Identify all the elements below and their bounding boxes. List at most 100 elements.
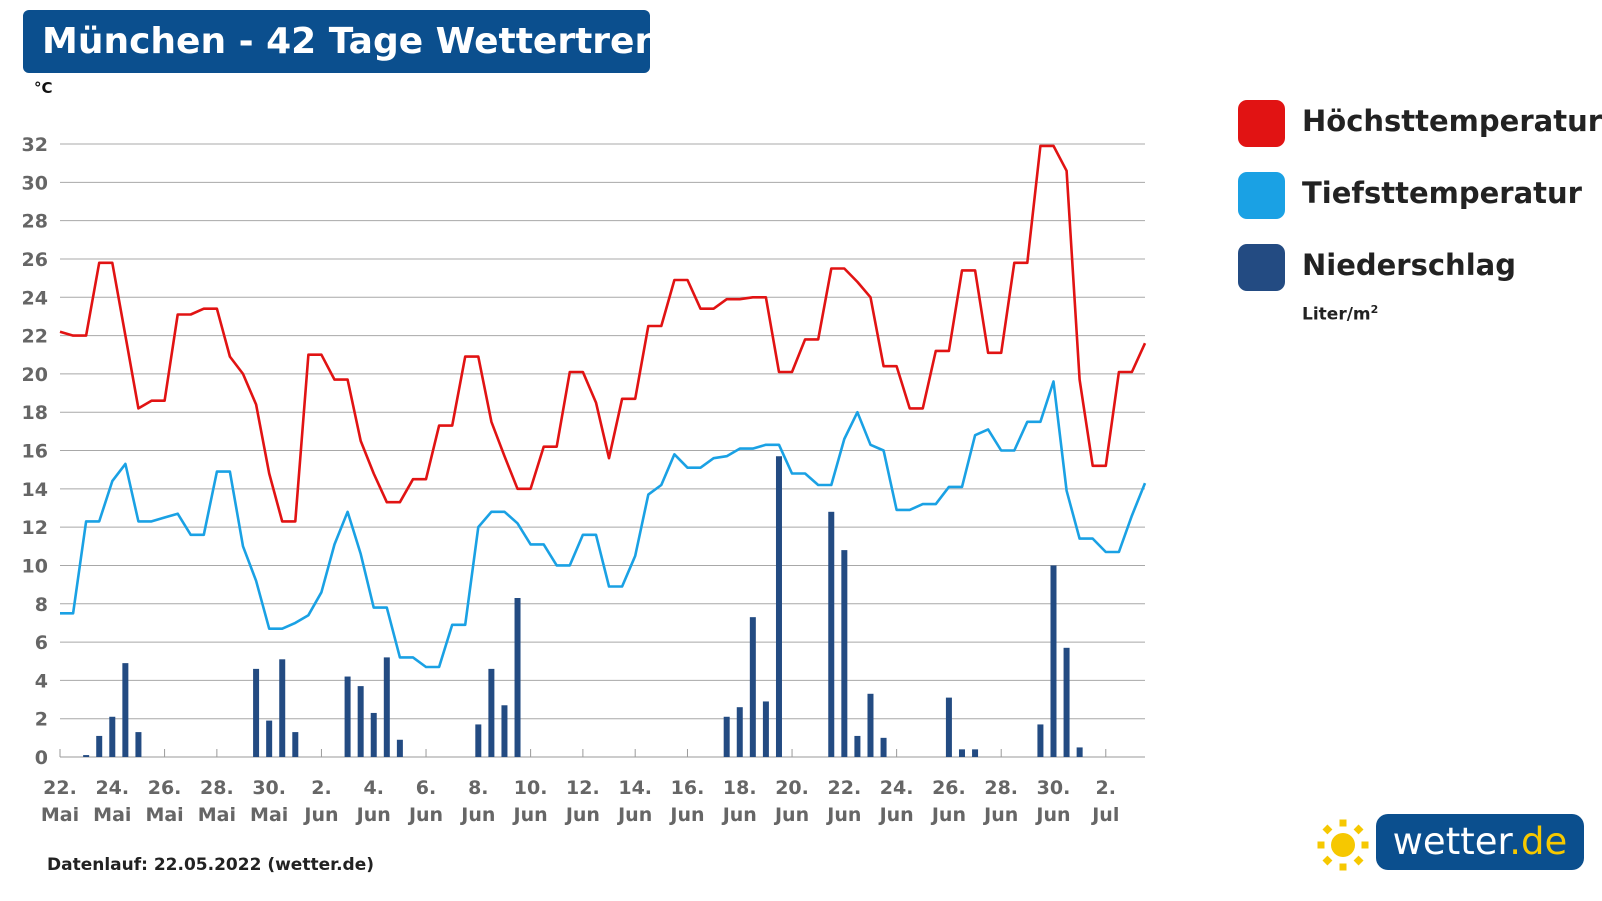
x-tick-day: 24.: [880, 777, 914, 799]
x-tick-day: 20.: [775, 777, 809, 799]
x-tick-day: 18.: [723, 777, 757, 799]
x-tick-day: 22.: [43, 777, 77, 799]
y-axis-unit-label: °C: [34, 79, 53, 97]
x-tick-month: Mai: [250, 804, 288, 826]
x-tick-month: Jun: [825, 804, 861, 826]
precipitation-bar: [1063, 647, 1070, 757]
x-tick-day: 2.: [311, 777, 331, 799]
precipitation-bar: [279, 659, 286, 757]
sun-ray: [1361, 841, 1369, 849]
precipitation-bar: [475, 724, 482, 757]
wetter-de-logo: wetter.de: [1312, 812, 1588, 878]
x-tick-day: 24.: [95, 777, 129, 799]
precipitation-bar: [854, 735, 861, 757]
x-tick-day: 22.: [828, 777, 862, 799]
data-run-footer: Datenlauf: 22.05.2022 (wetter.de): [47, 855, 374, 875]
legend: Höchsttemperatur Tiefsttemperatur Nieder…: [1238, 100, 1602, 316]
precipitation-bar: [775, 456, 782, 757]
y-tick-label: 22: [22, 326, 48, 348]
sun-ray: [1339, 863, 1347, 871]
y-tick-label: 26: [22, 249, 48, 271]
x-tick-day: 30.: [1037, 777, 1071, 799]
precipitation-bar: [122, 663, 129, 757]
x-tick-month: Jun: [930, 804, 966, 826]
x-tick-month: Mai: [145, 804, 183, 826]
y-tick-label: 28: [22, 211, 48, 233]
precipitation-bar: [762, 701, 769, 757]
sun-icon: [1317, 819, 1369, 871]
x-tick-month: Jun: [564, 804, 600, 826]
sun-ray: [1353, 824, 1364, 835]
precipitation-bar: [880, 737, 887, 757]
precipitation-bar: [83, 755, 90, 757]
logo-badge: wetter.de: [1376, 814, 1584, 870]
legend-label-min: Tiefsttemperatur: [1302, 176, 1582, 210]
precipitation-bar: [357, 686, 364, 757]
x-tick-day: 10.: [514, 777, 548, 799]
sun-ray: [1353, 855, 1364, 866]
y-tick-label: 12: [22, 517, 48, 539]
x-tick-month: Jun: [878, 804, 914, 826]
y-tick-label: 32: [22, 134, 48, 156]
x-tick-day: 30.: [252, 777, 286, 799]
legend-label-precip: Niederschlag: [1302, 248, 1516, 282]
legend-swatch-min: [1238, 172, 1285, 219]
precipitation-bar: [958, 749, 965, 757]
x-tick-month: Jun: [512, 804, 548, 826]
precipitation-bar: [488, 668, 495, 757]
x-tick-day: 2.: [1096, 777, 1116, 799]
y-tick-label: 18: [22, 402, 48, 424]
y-tick-label: 6: [35, 632, 48, 654]
x-tick-day: 26.: [148, 777, 182, 799]
y-tick-label: 14: [22, 479, 48, 501]
x-tick-month: Jun: [721, 804, 757, 826]
sun-ray: [1317, 841, 1325, 849]
x-tick-day: 4.: [364, 777, 384, 799]
y-tick-label: 8: [35, 594, 48, 616]
precipitation-bars: [83, 456, 1083, 757]
max-temperature-line: [59, 144, 1147, 523]
precipitation-bar: [867, 693, 874, 757]
legend-item-min: Tiefsttemperatur: [1238, 172, 1598, 244]
y-tick-label: 4: [35, 670, 48, 692]
precipitation-bar: [370, 712, 377, 757]
precipitation-bar: [1037, 724, 1044, 757]
chart-title: München - 42 Tage Wettertrend: [23, 10, 686, 73]
precipitation-bar: [266, 720, 273, 757]
x-tick-month: Jun: [616, 804, 652, 826]
x-tick-day: 28.: [200, 777, 234, 799]
precipitation-bar: [292, 732, 299, 757]
y-tick-label: 20: [22, 364, 48, 386]
min-temperature-line: [60, 380, 1147, 669]
precipitation-bar: [135, 732, 142, 757]
precipitation-bar: [723, 716, 730, 757]
y-tick-label: 30: [22, 172, 48, 194]
x-tick-month: Mai: [41, 804, 79, 826]
precipitation-bar: [501, 705, 508, 757]
x-tick-month: Jun: [459, 804, 495, 826]
precipitation-unit-exponent: 2: [1370, 303, 1379, 316]
precipitation-bar: [972, 749, 979, 757]
precipitation-bar: [344, 676, 351, 757]
legend-item-max: Höchsttemperatur: [1238, 100, 1602, 172]
x-tick-month: Jun: [302, 804, 338, 826]
precipitation-bar: [514, 598, 521, 757]
precipitation-bar: [109, 716, 116, 757]
x-tick-month: Jun: [1034, 804, 1070, 826]
precipitation-bar: [253, 668, 260, 757]
precipitation-bar: [396, 739, 403, 757]
legend-label-max: Höchsttemperatur: [1302, 104, 1602, 138]
legend-item-precip: Niederschlag: [1238, 244, 1598, 316]
legend-swatch-max: [1238, 100, 1285, 147]
precipitation-bar: [1076, 747, 1083, 757]
precipitation-bar: [736, 707, 743, 757]
y-tick-label: 2: [35, 709, 48, 731]
legend-swatch-precip: [1238, 244, 1285, 291]
x-tick-month: Jun: [355, 804, 391, 826]
x-tick-day: 12.: [566, 777, 600, 799]
y-tick-label: 10: [22, 555, 48, 577]
y-tick-label: 24: [22, 287, 48, 309]
precipitation-bar: [828, 511, 835, 757]
